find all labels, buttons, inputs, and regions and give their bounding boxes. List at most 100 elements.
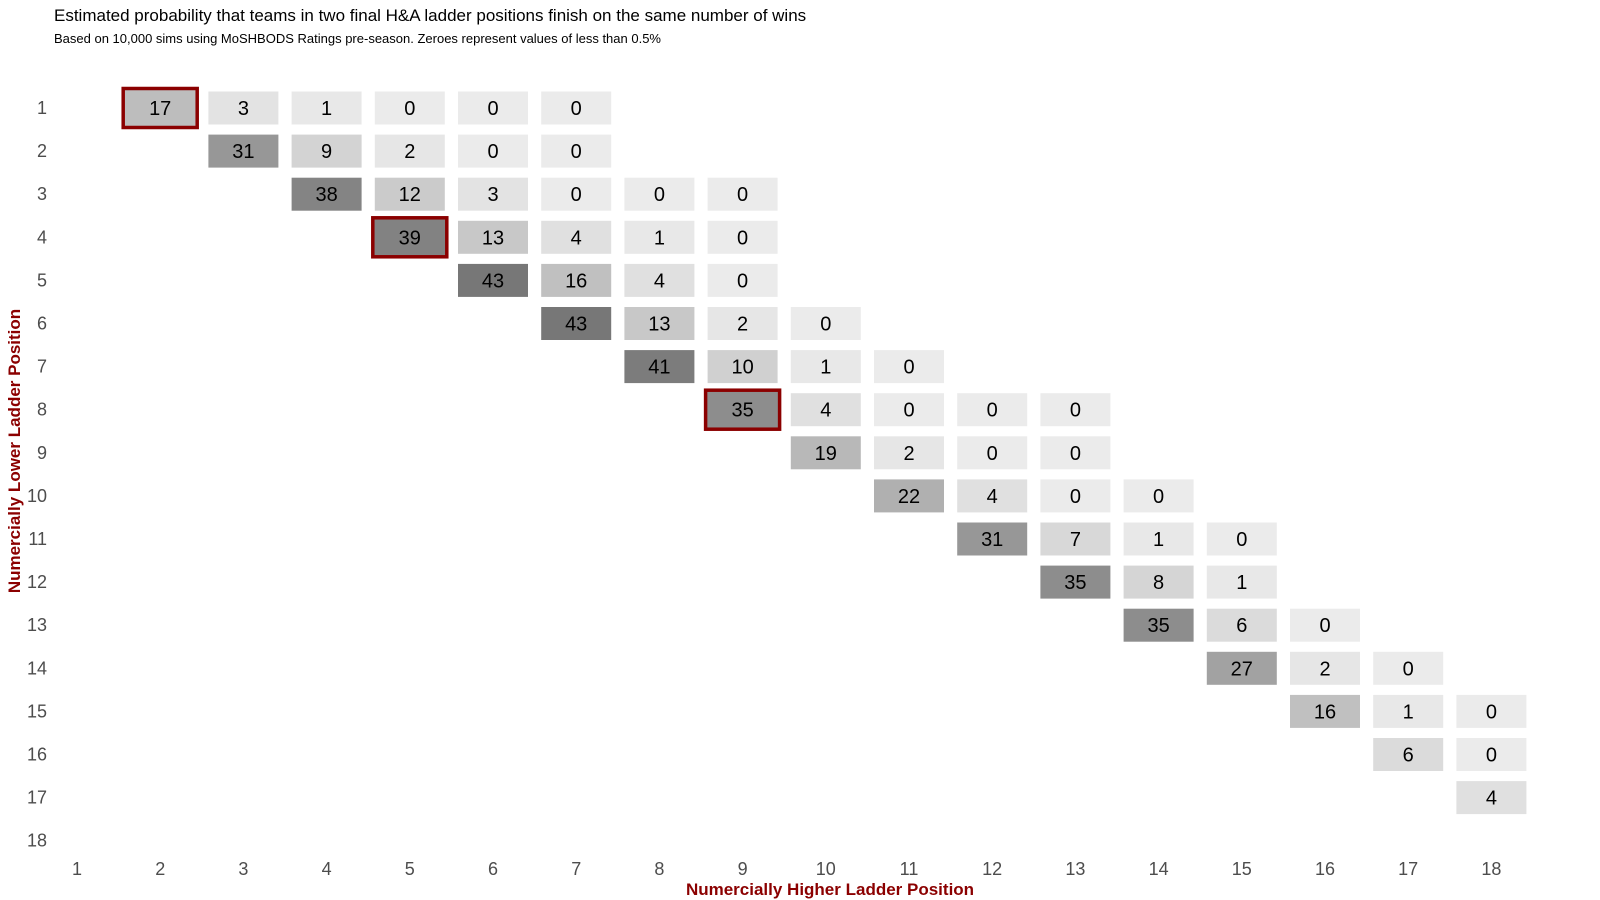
y-tick-label: 5: [37, 270, 47, 290]
heatmap-cell-tile: [1456, 738, 1527, 771]
cells-layer: 17 3 1 0 0 031 9 2 0 038 12 3 0 0 039 13 4 1 043 16 4 043 13 2 0…: [121, 86, 1527, 815]
heatmap-cell: 1: [1206, 565, 1277, 599]
heatmap-cell-label: 31: [232, 141, 254, 163]
heatmap-cell-tile: [541, 220, 612, 254]
heatmap-cell-label: 9: [321, 141, 332, 163]
heatmap-cell-tile: [1123, 479, 1194, 513]
y-tick-label: 14: [27, 658, 47, 678]
heatmap-cell-tile: [1123, 608, 1194, 642]
heatmap-cell-label: 35: [1064, 572, 1086, 594]
heatmap-cell-tile: [374, 91, 445, 125]
heatmap-cell-tile: [874, 393, 944, 427]
heatmap-cell: 1: [790, 350, 861, 384]
heatmap-cell-tile: [707, 220, 778, 254]
x-axis-title: Numercially Higher Ladder Position: [686, 880, 974, 899]
heatmap-cell-tile: [1290, 608, 1360, 642]
heatmap-cell: 43: [458, 263, 528, 297]
heatmap-cell-label: 0: [404, 98, 415, 120]
heatmap-cell: 0: [624, 177, 695, 211]
heatmap-cell: 2: [874, 436, 944, 470]
heatmap-cell: 31: [208, 134, 279, 168]
heatmap-cell-label: 22: [898, 486, 920, 508]
heatmap-cell: 0: [957, 436, 1028, 470]
heatmap-cell: 4: [541, 220, 612, 254]
heatmap-cell-tile: [874, 436, 944, 470]
y-tick-label: 2: [37, 141, 47, 161]
x-tick-label: 3: [238, 859, 248, 879]
heatmap-cell-label: 10: [731, 357, 753, 379]
heatmap-cell-tile: [707, 307, 778, 340]
heatmap-cell: 13: [624, 307, 695, 340]
heatmap-cell-tile: [1040, 522, 1111, 556]
heatmap-cell-tile: [458, 220, 528, 254]
heatmap-cell: 1: [624, 220, 695, 254]
heatmap-cell: 0: [874, 393, 944, 427]
heatmap-cell: 7: [1040, 522, 1111, 556]
heatmap-cell-tile: [957, 479, 1028, 513]
heatmap-cell-label: 0: [487, 98, 498, 120]
heatmap-cell: 41: [624, 350, 695, 384]
heatmap-cell: 35: [703, 388, 782, 431]
heatmap-cell-tile: [1373, 651, 1444, 685]
x-tick-label: 15: [1232, 859, 1252, 879]
x-tick-label: 2: [155, 859, 165, 879]
y-tick-label: 3: [37, 184, 47, 204]
heatmap-cell-label: 4: [571, 227, 582, 249]
heatmap-cell: 1: [1373, 694, 1444, 728]
x-tick-label: 8: [654, 859, 664, 879]
x-tick-label: 7: [571, 859, 581, 879]
heatmap-cell-label: 0: [737, 227, 748, 249]
heatmap-cell: 43: [541, 307, 612, 340]
heatmap-cell-label: 0: [987, 443, 998, 465]
heatmap-cell-tile: [707, 350, 778, 384]
heatmap-cell-tile: [1290, 694, 1360, 728]
heatmap-cell-label: 0: [1319, 615, 1330, 637]
heatmap-cell: 17: [121, 86, 199, 130]
y-tick-label: 6: [37, 314, 47, 334]
heatmap-cell-tile: [624, 307, 695, 340]
heatmap-cell-label: 7: [1070, 529, 1081, 551]
heatmap-cell-label: 2: [737, 314, 748, 336]
heatmap-cell-label: 31: [981, 529, 1003, 551]
heatmap-cell-tile: [624, 220, 695, 254]
heatmap-cell-tile: [624, 263, 695, 297]
heatmap-cell: 16: [1290, 694, 1360, 728]
heatmap-cell: 0: [1206, 522, 1277, 556]
y-tick-label: 13: [27, 615, 47, 635]
heatmap-cell: 27: [1206, 651, 1277, 685]
heatmap-cell: 0: [374, 91, 445, 125]
heatmap-cell: 3: [458, 177, 528, 211]
heatmap-cell: 0: [458, 134, 528, 168]
heatmap-cell: 0: [874, 350, 944, 384]
heatmap-cell: 38: [291, 177, 362, 211]
heatmap-cell-tile: [1123, 522, 1194, 556]
heatmap-cell-tile: [1206, 608, 1277, 642]
heatmap-cell: 12: [374, 177, 445, 211]
heatmap-cell-label: 3: [238, 98, 249, 120]
heatmap-cell-label: 1: [820, 357, 831, 379]
heatmap-cell-tile: [291, 91, 362, 125]
heatmap-cell: 0: [1040, 479, 1111, 513]
heatmap-cell-tile: [1206, 522, 1277, 556]
heatmap-cell-tile: [957, 436, 1028, 470]
heatmap-cell: 0: [707, 263, 778, 297]
heatmap-cell: 0: [1456, 738, 1527, 771]
heatmap-cell-tile: [1206, 651, 1277, 685]
heatmap-cell-tile: [458, 91, 528, 125]
heatmap-cell: 0: [1040, 436, 1111, 470]
heatmap-cell-tile: [790, 436, 861, 470]
heatmap-cell-label: 2: [1319, 658, 1330, 680]
y-tick-label: 8: [37, 400, 47, 420]
y-tick-label: 7: [37, 357, 47, 377]
heatmap-cell-label: 13: [648, 314, 670, 336]
heatmap-cell-label: 4: [987, 486, 998, 508]
heatmap-cell-label: 17: [149, 98, 171, 120]
heatmap-cell-tile: [707, 177, 778, 211]
heatmap-cell: 9: [291, 134, 362, 168]
heatmap-cell-tile: [1123, 565, 1194, 599]
heatmap-cell: 31: [957, 522, 1028, 556]
heatmap-cell-label: 39: [399, 227, 421, 249]
heatmap-cell-tile: [1040, 393, 1111, 427]
heatmap-cell-tile-highlighted: [703, 388, 782, 431]
